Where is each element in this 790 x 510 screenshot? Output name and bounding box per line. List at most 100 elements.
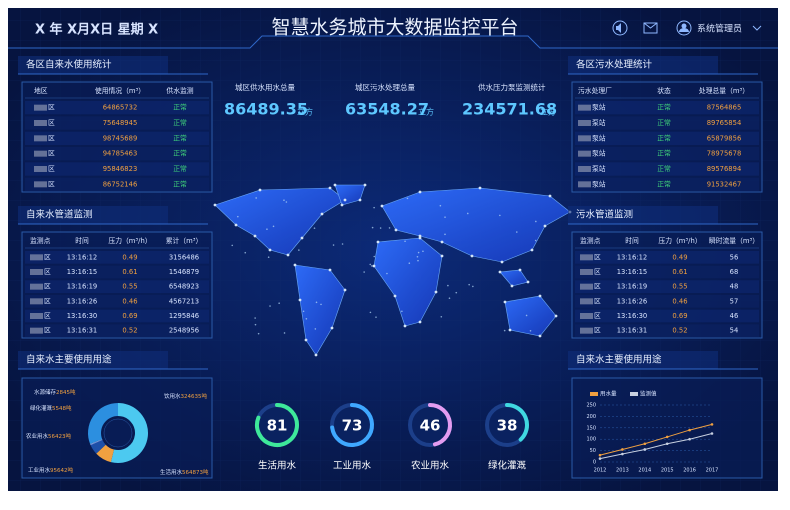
cell: 13:16:19 — [617, 283, 648, 291]
map-dot — [419, 237, 422, 240]
donut-label: 绿化灌溉5548吨 — [30, 404, 72, 412]
map-dot — [237, 216, 239, 218]
stat-unit: 立方 — [297, 107, 313, 117]
legend-label: 用水量 — [600, 390, 617, 398]
column-header: 状态 — [657, 86, 671, 95]
cell: 13:16:19 — [67, 283, 98, 291]
map-dot — [467, 213, 469, 215]
cell: 13:16:15 — [617, 268, 648, 276]
map-dot — [369, 264, 371, 266]
map-dot — [449, 297, 451, 299]
cell: 正常 — [173, 133, 187, 142]
map-dot — [472, 286, 474, 288]
y-tick-label: 100 — [586, 437, 596, 443]
blurred-name — [580, 298, 593, 304]
column-header: 处理总量（m³） — [699, 86, 749, 95]
map-dot — [401, 311, 403, 313]
y-tick-label: 200 — [586, 414, 596, 420]
blurred-name — [34, 120, 47, 126]
blurred-name — [34, 181, 47, 187]
map-dot — [417, 256, 419, 258]
cell: 区 — [594, 327, 601, 335]
gauge-label: 绿化灌溉 — [488, 460, 527, 472]
map-dot — [535, 240, 537, 242]
blurred-name — [580, 284, 593, 290]
cell: 区 — [44, 297, 51, 305]
map-dot — [407, 198, 409, 200]
blurred-name — [34, 105, 47, 111]
gauge-value: 73 — [342, 417, 363, 435]
cell: 87564865 — [707, 104, 742, 112]
map-dot — [235, 224, 238, 227]
donut-label-name: 生活用水 — [160, 468, 183, 476]
blurred-name — [578, 181, 591, 187]
cell: 0.61 — [122, 268, 137, 276]
cell: 正常 — [657, 118, 671, 127]
cell: 0.69 — [122, 312, 137, 320]
cell: 区 — [594, 312, 601, 320]
cell: 13:16:12 — [67, 253, 98, 261]
gauge-label: 工业用水 — [333, 460, 372, 472]
x-tick-label: 2012 — [594, 468, 607, 474]
map-dot — [258, 333, 260, 335]
map-dot — [381, 205, 384, 208]
map-dot — [314, 227, 316, 229]
legend-label: 监测值 — [640, 390, 657, 398]
map-dot — [283, 199, 285, 201]
line-point — [666, 442, 669, 445]
line-point — [621, 448, 624, 451]
map-dot — [298, 249, 300, 251]
cell: 正常 — [173, 118, 187, 127]
column-header: 地区 — [34, 86, 48, 95]
map-dot — [527, 281, 530, 284]
user-name[interactable]: 系统管理员 — [697, 23, 742, 35]
cell: 86752146 — [103, 180, 138, 188]
cell: 13:16:12 — [617, 253, 648, 261]
map-dot — [440, 205, 442, 207]
map-dot — [315, 328, 317, 330]
cell: 泵站 — [592, 149, 606, 158]
line-point — [599, 454, 602, 457]
map-dot — [254, 235, 257, 238]
cell: 区 — [48, 119, 55, 127]
map-dot — [306, 318, 308, 320]
blurred-name — [578, 166, 591, 172]
donut-inner — [104, 419, 132, 447]
column-header: 使用情况（m³） — [95, 86, 145, 95]
map-dot — [329, 269, 332, 272]
cell: 91532467 — [707, 180, 742, 188]
blurred-name — [580, 269, 593, 275]
donut-label-value: 2845吨 — [56, 388, 76, 396]
cell: 95846823 — [103, 165, 138, 173]
map-dot — [342, 243, 344, 245]
cell: 泵站 — [592, 118, 606, 127]
blurred-name — [580, 313, 593, 319]
blurred-name — [578, 151, 591, 157]
donut-label-name: 工业用水 — [28, 466, 51, 474]
blurred-name — [578, 135, 591, 141]
cell: 正常 — [657, 103, 671, 112]
donut-label: 生活用水564873吨 — [160, 468, 209, 476]
map-dot — [511, 285, 514, 288]
map-dot — [344, 199, 347, 202]
cell: 54 — [730, 327, 739, 335]
map-dot — [418, 252, 420, 254]
cell: 区 — [48, 134, 55, 142]
cell: 13:16:31 — [67, 327, 98, 335]
map-dot — [516, 231, 518, 233]
cell: 65879856 — [707, 134, 742, 142]
cell: 2548956 — [169, 327, 199, 335]
cell: 94785463 — [103, 150, 138, 158]
cell: 6548923 — [169, 283, 199, 291]
cell: 区 — [44, 268, 51, 276]
blurred-name — [578, 120, 591, 126]
cell: 正常 — [173, 103, 187, 112]
cell: 56 — [730, 253, 739, 261]
map-dot — [321, 213, 324, 216]
map-dot — [259, 189, 262, 192]
cell: 正常 — [657, 149, 671, 158]
map-dot — [373, 265, 376, 268]
map-dot — [299, 299, 302, 302]
